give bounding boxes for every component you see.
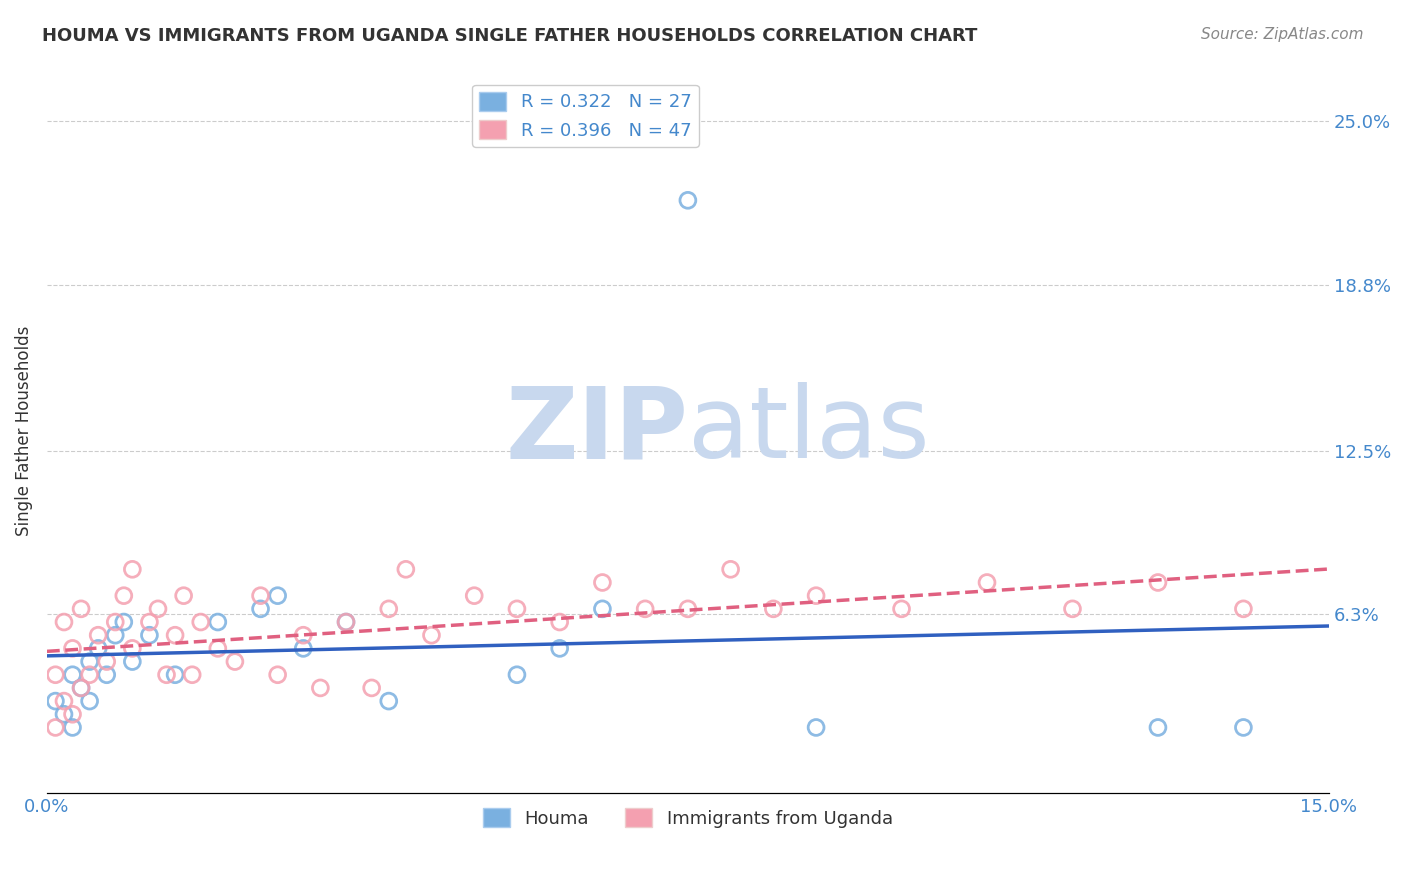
Text: atlas: atlas [688, 383, 929, 479]
Point [1062, 602, 1084, 616]
Point [104, 615, 127, 629]
Point [173, 589, 195, 603]
Point [463, 589, 485, 603]
Point [292, 628, 315, 642]
Point [121, 655, 143, 669]
Text: Source: ZipAtlas.com: Source: ZipAtlas.com [1201, 27, 1364, 42]
Point [634, 602, 657, 616]
Point [360, 681, 382, 695]
Point [79, 667, 101, 681]
Point [804, 721, 827, 735]
Point [676, 602, 699, 616]
Point [976, 575, 998, 590]
Point [155, 667, 177, 681]
Point [676, 194, 699, 208]
Point [377, 694, 399, 708]
Point [591, 575, 613, 590]
Point [70, 602, 93, 616]
Point [506, 667, 529, 681]
Point [44, 667, 66, 681]
Point [420, 628, 443, 642]
Y-axis label: Single Father Households: Single Father Households [15, 326, 32, 536]
Point [207, 615, 229, 629]
Point [335, 615, 357, 629]
Point [53, 707, 76, 722]
Point [804, 589, 827, 603]
Point [121, 562, 143, 576]
Point [44, 721, 66, 735]
Point [292, 641, 315, 656]
Point [165, 667, 187, 681]
Point [190, 615, 212, 629]
Point [207, 641, 229, 656]
Point [70, 681, 93, 695]
Point [62, 641, 84, 656]
Point [165, 628, 187, 642]
Point [309, 681, 332, 695]
Point [1147, 721, 1170, 735]
Point [121, 641, 143, 656]
Point [224, 655, 246, 669]
Text: ZIP: ZIP [505, 383, 688, 479]
Point [377, 602, 399, 616]
Point [112, 589, 135, 603]
Point [591, 602, 613, 616]
Point [266, 667, 288, 681]
Point [79, 694, 101, 708]
Point [62, 707, 84, 722]
Point [70, 681, 93, 695]
Text: HOUMA VS IMMIGRANTS FROM UGANDA SINGLE FATHER HOUSEHOLDS CORRELATION CHART: HOUMA VS IMMIGRANTS FROM UGANDA SINGLE F… [42, 27, 977, 45]
Point [506, 602, 529, 616]
Point [720, 562, 742, 576]
Point [1232, 721, 1254, 735]
Point [96, 667, 118, 681]
Point [53, 615, 76, 629]
Point [249, 589, 271, 603]
Point [181, 667, 204, 681]
Point [266, 589, 288, 603]
Point [53, 694, 76, 708]
Point [890, 602, 912, 616]
Point [112, 615, 135, 629]
Point [1232, 602, 1254, 616]
Point [395, 562, 418, 576]
Point [335, 615, 357, 629]
Point [44, 694, 66, 708]
Legend: Houma, Immigrants from Uganda: Houma, Immigrants from Uganda [475, 801, 900, 835]
Point [1147, 575, 1170, 590]
Point [138, 628, 160, 642]
Point [96, 655, 118, 669]
Point [762, 602, 785, 616]
Point [87, 628, 110, 642]
Point [62, 667, 84, 681]
Point [87, 641, 110, 656]
Point [138, 615, 160, 629]
Point [548, 615, 571, 629]
Point [146, 602, 169, 616]
Point [62, 721, 84, 735]
Point [104, 628, 127, 642]
Point [249, 602, 271, 616]
Point [79, 655, 101, 669]
Point [548, 641, 571, 656]
